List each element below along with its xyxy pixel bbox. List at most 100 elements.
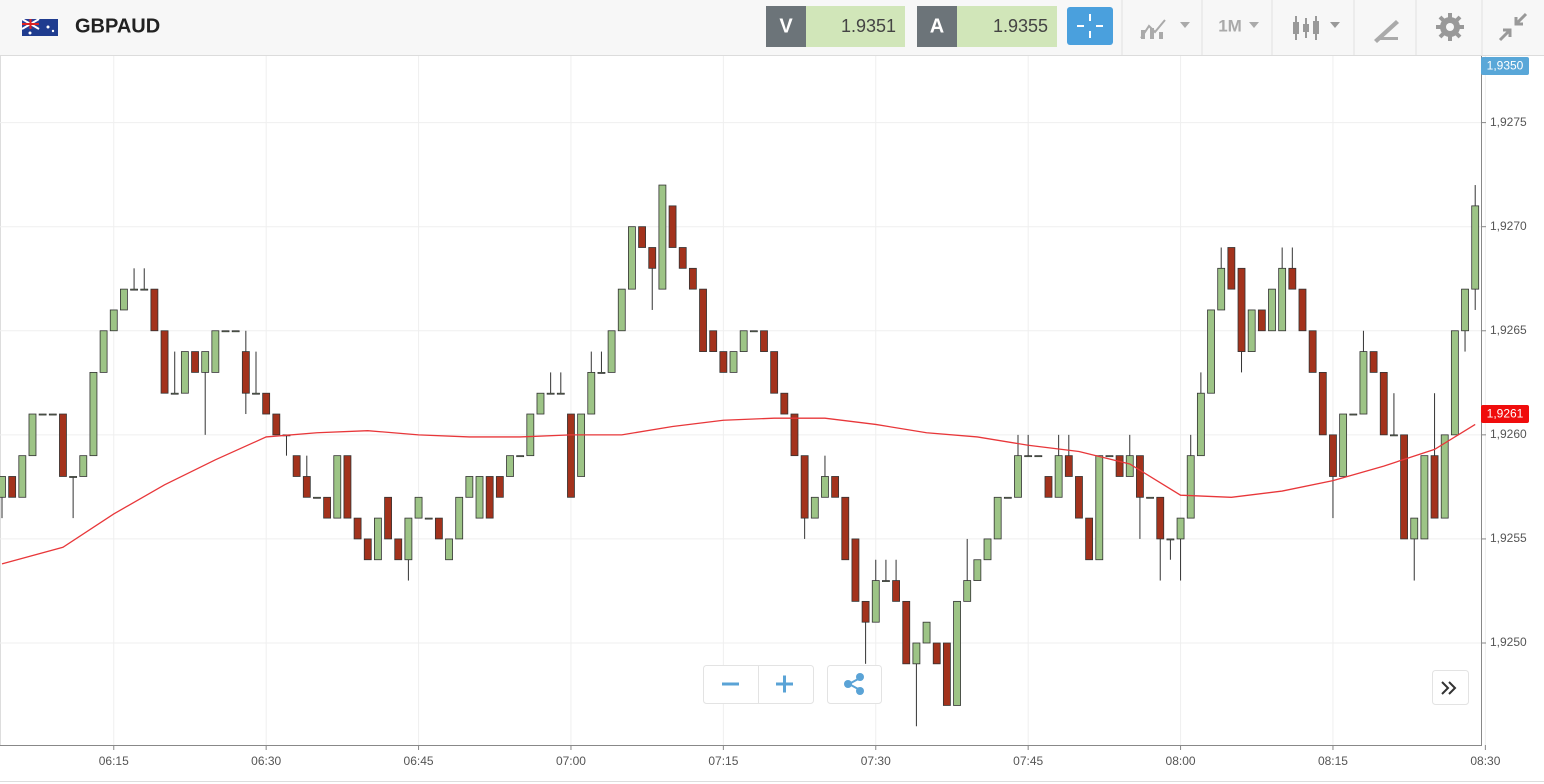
y-tick-label: 1,9255 bbox=[1490, 531, 1527, 545]
candle-body bbox=[973, 559, 982, 581]
candle-body bbox=[658, 184, 667, 290]
y-tick-label: 1,9270 bbox=[1490, 219, 1527, 233]
candle-body bbox=[617, 288, 626, 332]
candle-body bbox=[343, 455, 352, 519]
candle-body bbox=[1237, 267, 1246, 352]
candle-body bbox=[434, 517, 443, 540]
candle-body bbox=[760, 330, 768, 352]
candle-body bbox=[1196, 392, 1205, 457]
zoom-controls bbox=[703, 665, 814, 704]
candle-body bbox=[1146, 496, 1154, 499]
moving-average bbox=[1, 417, 1476, 565]
collapse-icon[interactable] bbox=[1498, 12, 1528, 42]
draw-tool[interactable] bbox=[1374, 20, 1399, 43]
buy-price-box[interactable] bbox=[957, 6, 1057, 47]
timeframe[interactable]: 1M bbox=[1218, 16, 1242, 35]
timeframe-caret[interactable] bbox=[1249, 22, 1259, 28]
candle-body bbox=[628, 226, 636, 290]
candle-body bbox=[353, 517, 362, 540]
candle-body bbox=[719, 351, 728, 373]
indicator-menu[interactable] bbox=[1140, 19, 1190, 39]
top-badge bbox=[1481, 57, 1529, 75]
share-button[interactable] bbox=[827, 665, 882, 704]
candle-body bbox=[810, 496, 819, 519]
candle-body bbox=[668, 205, 677, 248]
candle-body bbox=[374, 517, 382, 561]
candle-body bbox=[1207, 309, 1215, 394]
candle-body bbox=[1003, 496, 1012, 499]
candle-body bbox=[1227, 247, 1236, 290]
sell-button[interactable] bbox=[766, 6, 806, 47]
candle-body bbox=[953, 600, 961, 706]
candle-body bbox=[536, 392, 545, 415]
candle-body bbox=[709, 330, 718, 352]
candle-body bbox=[739, 330, 748, 352]
candle-body bbox=[749, 330, 758, 333]
candle-body bbox=[1440, 434, 1449, 519]
candle-body bbox=[1217, 267, 1226, 311]
candle-body bbox=[18, 455, 27, 498]
x-tick-label: 08:15 bbox=[1318, 754, 1348, 768]
candle-body bbox=[983, 538, 992, 561]
candle-body bbox=[394, 538, 403, 561]
y-tick-label: 1,9250 bbox=[1490, 635, 1527, 649]
candle-body bbox=[1014, 455, 1022, 498]
sell-price-box[interactable] bbox=[806, 6, 905, 47]
candle-body bbox=[231, 330, 240, 333]
candle-body bbox=[841, 496, 850, 561]
candle-body bbox=[688, 267, 697, 290]
candle-body bbox=[963, 580, 972, 602]
candle-body bbox=[475, 476, 484, 519]
x-tick-label: 08:00 bbox=[1166, 754, 1196, 768]
candle-body bbox=[587, 371, 596, 415]
candle-body bbox=[678, 247, 687, 269]
candle-body bbox=[384, 496, 392, 540]
plot-area bbox=[0, 184, 1480, 727]
candle-body bbox=[211, 330, 220, 373]
sell-price[interactable]: 1.9351 bbox=[841, 16, 896, 36]
y-tick-label: 1,9275 bbox=[1490, 115, 1527, 129]
candle-body bbox=[1085, 517, 1094, 561]
candle-body bbox=[1034, 455, 1043, 458]
candle-body bbox=[424, 517, 433, 520]
candle-body bbox=[1390, 434, 1398, 437]
zoom-in-button[interactable] bbox=[776, 675, 793, 693]
candle-body bbox=[1359, 351, 1368, 415]
x-tick-label: 07:00 bbox=[556, 754, 586, 768]
candle-body bbox=[942, 642, 951, 706]
x-tick-label: 08:30 bbox=[1470, 754, 1500, 768]
x-tick-label: 06:15 bbox=[99, 754, 129, 768]
candle-body bbox=[1075, 476, 1083, 519]
candle-body bbox=[69, 476, 78, 478]
candle-body bbox=[993, 496, 1002, 540]
candle-body bbox=[729, 351, 738, 373]
candle-body bbox=[28, 413, 37, 457]
candle-body bbox=[831, 476, 840, 498]
candle-body bbox=[160, 330, 169, 394]
buy-label[interactable]: A bbox=[930, 15, 944, 37]
candle-body bbox=[455, 496, 464, 540]
chart-type-menu[interactable] bbox=[1293, 16, 1340, 40]
candle-body bbox=[1176, 517, 1185, 540]
candle-body bbox=[1329, 434, 1337, 477]
y-tick-label: 1,9260 bbox=[1490, 427, 1527, 441]
candle-body bbox=[882, 580, 890, 582]
candle-body bbox=[363, 538, 372, 561]
sell-label[interactable]: V bbox=[779, 15, 793, 37]
candle-body bbox=[912, 642, 921, 665]
candle-body bbox=[770, 351, 779, 394]
buy-button[interactable] bbox=[917, 6, 957, 47]
scroll-latest-button[interactable] bbox=[1432, 670, 1469, 705]
crosshair-button[interactable] bbox=[1067, 7, 1113, 45]
candle-body bbox=[1471, 205, 1480, 290]
candle-body bbox=[1166, 538, 1175, 541]
buy-price[interactable]: 1.9355 bbox=[993, 16, 1048, 36]
candle-body bbox=[1298, 288, 1307, 332]
settings-icon[interactable] bbox=[1436, 13, 1464, 41]
candle-body bbox=[1268, 288, 1276, 332]
candle-body bbox=[902, 600, 911, 665]
candle-body bbox=[1339, 413, 1348, 477]
candle-body bbox=[333, 455, 342, 519]
candle-body bbox=[313, 496, 321, 499]
candle-body bbox=[99, 330, 108, 373]
